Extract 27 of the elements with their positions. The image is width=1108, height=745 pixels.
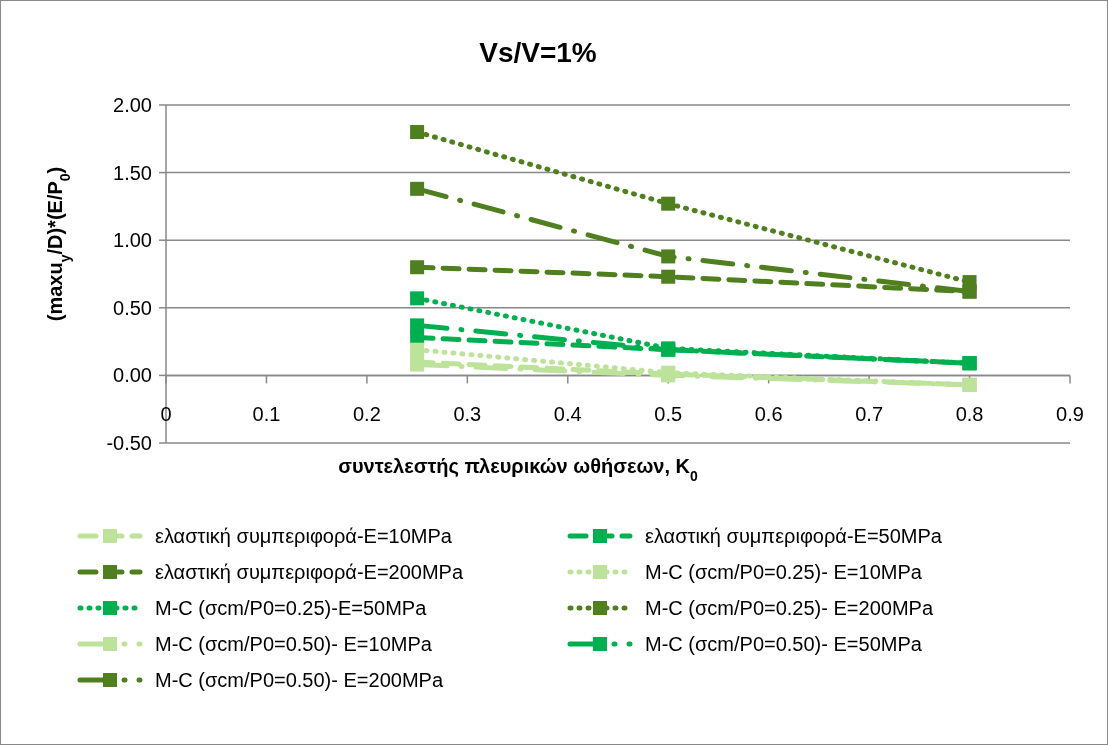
y-tick-label: 1.00 xyxy=(113,229,152,252)
y-tick-label: -0.50 xyxy=(106,432,152,454)
legend-label: ελαστική συμπεριφορά-E=200MPa xyxy=(155,561,464,583)
y-tick-label: 0.50 xyxy=(113,296,152,319)
x-tick-label: 0.1 xyxy=(252,403,281,426)
legend-label: ελαστική συμπεριφορά-E=10MPa xyxy=(155,525,453,547)
legend-label: M-C (σcm/P0=0.25)- E=200MPa xyxy=(645,597,934,619)
x-tick-label: 0.7 xyxy=(855,403,884,426)
legend-label: M-C (σcm/P0=0.50)- E=10MPa xyxy=(155,633,433,655)
x-tick-label: 0.9 xyxy=(1056,403,1084,426)
legend-label: M-C (σcm/P0=0.50)- E=200MPa xyxy=(155,669,444,691)
x-tick-label: 0.2 xyxy=(352,403,381,426)
legend-label: M-C (σcm/P0=0.50)- E=50MPa xyxy=(645,633,923,655)
y-tick-label: 1.50 xyxy=(113,161,152,184)
legend-label: ελαστική συμπεριφορά-E=50MPa xyxy=(645,525,943,547)
x-tick-label: 0 xyxy=(160,403,172,426)
x-tick-label: 0.8 xyxy=(955,403,984,426)
y-tick-label: 2.00 xyxy=(113,94,152,116)
x-axis-title: συντελεστής πλευρικών ωθήσεων, K$_{0}$ xyxy=(338,455,698,484)
x-tick-label: 0.5 xyxy=(654,403,683,426)
legend-label: M-C (σcm/P0=0.25)- E=10MPa xyxy=(645,561,923,583)
x-tick-label: 0.6 xyxy=(754,403,783,426)
chart-title: Vs/V=1% xyxy=(479,37,597,68)
legend-label: M-C (σcm/P0=0.25)-E=50MPa xyxy=(155,597,428,619)
x-tick-label: 0.3 xyxy=(453,403,482,426)
x-tick-label: 0.4 xyxy=(553,403,582,426)
y-tick-label: 0.00 xyxy=(113,364,152,387)
